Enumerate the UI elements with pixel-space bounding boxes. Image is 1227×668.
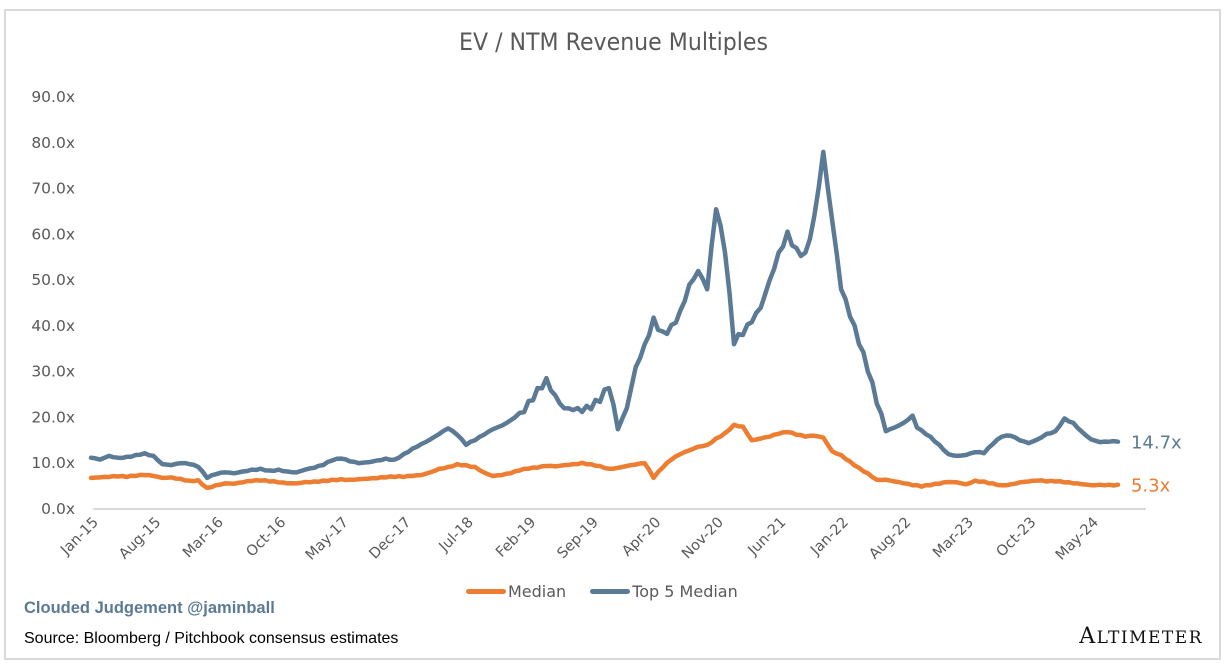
- x-tick-label: Aug-22: [866, 515, 914, 563]
- altimeter-logo: ALTIMETER: [1079, 624, 1203, 649]
- x-tick-label: Jun-21: [745, 515, 790, 560]
- y-tick-label: 40.0x: [31, 317, 75, 335]
- x-tick-label: Mar-23: [930, 515, 977, 562]
- brand-handle: Clouded Judgement @jaminball: [24, 599, 275, 617]
- end-labels: 5.3x 14.7x: [1131, 433, 1182, 497]
- y-axis: 0.0x 10.0x 20.0x 30.0x 40.0x 50.0x 60.0x 70.0x 8…: [31, 88, 75, 518]
- x-tick-label: Nov-20: [679, 515, 727, 563]
- chart-frame: [4, 9, 1221, 660]
- x-tick-label: Jan-22: [807, 515, 852, 560]
- x-tick-label: Apr-20: [619, 515, 664, 560]
- legend-item-top5-median[interactable]: Top 5 Median: [590, 582, 738, 601]
- x-tick-label: Oct-16: [244, 515, 290, 561]
- series-group: [88, 149, 1121, 491]
- series-line-top-5-median: [88, 149, 1121, 481]
- y-tick-label: 0.0x: [41, 500, 75, 518]
- legend: Median Top 5 Median: [466, 582, 762, 601]
- y-tick-label: 10.0x: [31, 454, 75, 472]
- y-tick-label: 70.0x: [31, 180, 75, 198]
- chart-title: EV / NTM Revenue Multiples: [458, 28, 768, 56]
- legend-swatch-top5-median: [590, 589, 631, 594]
- y-tick-label: 30.0x: [31, 363, 75, 381]
- end-label-median: 5.3x: [1131, 476, 1171, 497]
- x-tick-label: Feb-19: [493, 515, 539, 561]
- x-tick-label: Mar-16: [180, 515, 227, 562]
- x-tick-label: May-24: [1053, 515, 1102, 564]
- series-line-median: [88, 422, 1121, 491]
- source-note: Source: Bloomberg / Pitchbook consensus …: [24, 630, 399, 647]
- x-tick-label: Jan-15: [57, 515, 102, 560]
- x-tick-label: Sep-19: [555, 515, 602, 562]
- end-label-top-5-median: 14.7x: [1131, 433, 1182, 454]
- y-tick-label: 50.0x: [31, 271, 75, 289]
- legend-label-top5-median: Top 5 Median: [632, 582, 738, 601]
- x-tick-label: May-17: [303, 515, 352, 564]
- x-tick-label: Dec-17: [366, 515, 414, 563]
- x-tick-label: Aug-15: [116, 515, 164, 563]
- x-tick-label: Jul-18: [436, 515, 477, 556]
- y-tick-label: 20.0x: [31, 408, 75, 426]
- x-axis-labels: Jan-15 Aug-15 Mar-16 Oct-16 May-17 Dec-17 Jul-…: [57, 515, 1102, 564]
- y-tick-label: 90.0x: [31, 88, 75, 106]
- x-tick-label: Oct-23: [994, 515, 1040, 561]
- legend-item-median[interactable]: Median: [466, 582, 566, 601]
- y-tick-label: 80.0x: [31, 134, 75, 152]
- legend-swatch-median: [466, 589, 506, 594]
- legend-label-median: Median: [508, 582, 567, 601]
- y-tick-label: 60.0x: [31, 225, 75, 243]
